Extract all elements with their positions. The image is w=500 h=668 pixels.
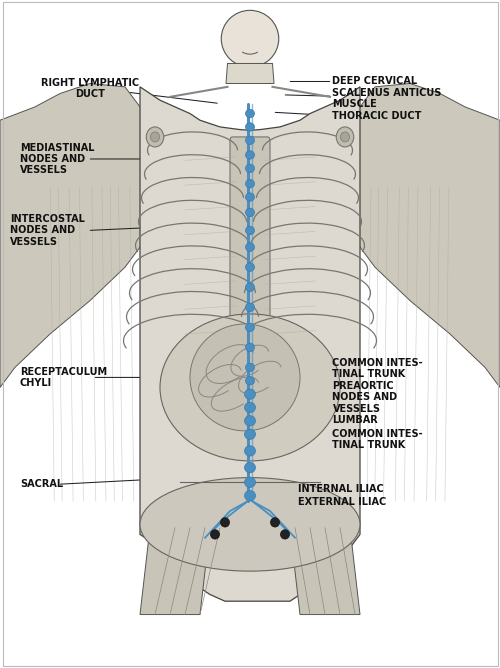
Text: EXTERNAL ILIAC: EXTERNAL ILIAC xyxy=(298,498,386,507)
Ellipse shape xyxy=(246,343,254,351)
Text: DEEP CERVICAL: DEEP CERVICAL xyxy=(332,77,418,86)
Ellipse shape xyxy=(246,110,254,118)
Ellipse shape xyxy=(244,446,256,456)
Ellipse shape xyxy=(246,208,254,216)
Ellipse shape xyxy=(160,314,340,461)
Ellipse shape xyxy=(146,127,164,147)
Ellipse shape xyxy=(246,377,254,385)
Ellipse shape xyxy=(246,323,254,331)
Ellipse shape xyxy=(140,478,360,571)
Ellipse shape xyxy=(190,324,300,431)
Ellipse shape xyxy=(246,243,254,251)
Ellipse shape xyxy=(244,402,256,413)
Polygon shape xyxy=(290,528,360,615)
Ellipse shape xyxy=(246,283,254,291)
Ellipse shape xyxy=(244,477,256,488)
Text: SACRAL: SACRAL xyxy=(20,480,63,489)
Text: MEDIASTINAL
NODES AND
VESSELS: MEDIASTINAL NODES AND VESSELS xyxy=(20,143,94,175)
Ellipse shape xyxy=(336,127,354,147)
Ellipse shape xyxy=(244,429,256,440)
Ellipse shape xyxy=(244,389,256,399)
Ellipse shape xyxy=(246,123,254,131)
Text: INTERNAL ILIAC: INTERNAL ILIAC xyxy=(298,484,384,494)
Text: INTERCOSTAL
NODES AND
VESSELS: INTERCOSTAL NODES AND VESSELS xyxy=(10,214,85,246)
Ellipse shape xyxy=(221,11,279,67)
Polygon shape xyxy=(226,63,274,84)
Text: PREAORTIC
NODES AND
VESSELS: PREAORTIC NODES AND VESSELS xyxy=(332,381,398,413)
Ellipse shape xyxy=(220,518,230,527)
Ellipse shape xyxy=(246,363,254,371)
FancyBboxPatch shape xyxy=(230,137,270,357)
Ellipse shape xyxy=(246,303,254,311)
Text: THORACIC DUCT: THORACIC DUCT xyxy=(332,111,422,120)
Text: RECEPTACULUM
CHYLI: RECEPTACULUM CHYLI xyxy=(20,367,107,388)
Text: LUMBAR: LUMBAR xyxy=(332,415,378,424)
Ellipse shape xyxy=(150,132,160,142)
Ellipse shape xyxy=(244,490,256,501)
Text: SCALENUS ANTICUS
MUSCLE: SCALENUS ANTICUS MUSCLE xyxy=(332,88,442,110)
Text: COMMON INTES-
TINAL TRUNK: COMMON INTES- TINAL TRUNK xyxy=(332,429,423,450)
Ellipse shape xyxy=(246,136,254,144)
Ellipse shape xyxy=(244,415,256,426)
Ellipse shape xyxy=(246,151,254,159)
Polygon shape xyxy=(140,87,360,601)
Polygon shape xyxy=(0,84,160,387)
Ellipse shape xyxy=(246,164,254,172)
Text: COMMON INTES-
TINAL TRUNK: COMMON INTES- TINAL TRUNK xyxy=(332,358,423,379)
Ellipse shape xyxy=(246,193,254,201)
Ellipse shape xyxy=(210,530,220,539)
Ellipse shape xyxy=(280,530,289,539)
Polygon shape xyxy=(340,84,500,387)
Ellipse shape xyxy=(246,180,254,188)
Text: RIGHT LYMPHATIC
DUCT: RIGHT LYMPHATIC DUCT xyxy=(41,77,139,99)
Ellipse shape xyxy=(246,263,254,271)
Ellipse shape xyxy=(246,226,254,234)
Ellipse shape xyxy=(244,462,256,473)
Ellipse shape xyxy=(270,518,280,527)
Polygon shape xyxy=(140,528,210,615)
Ellipse shape xyxy=(340,132,349,142)
